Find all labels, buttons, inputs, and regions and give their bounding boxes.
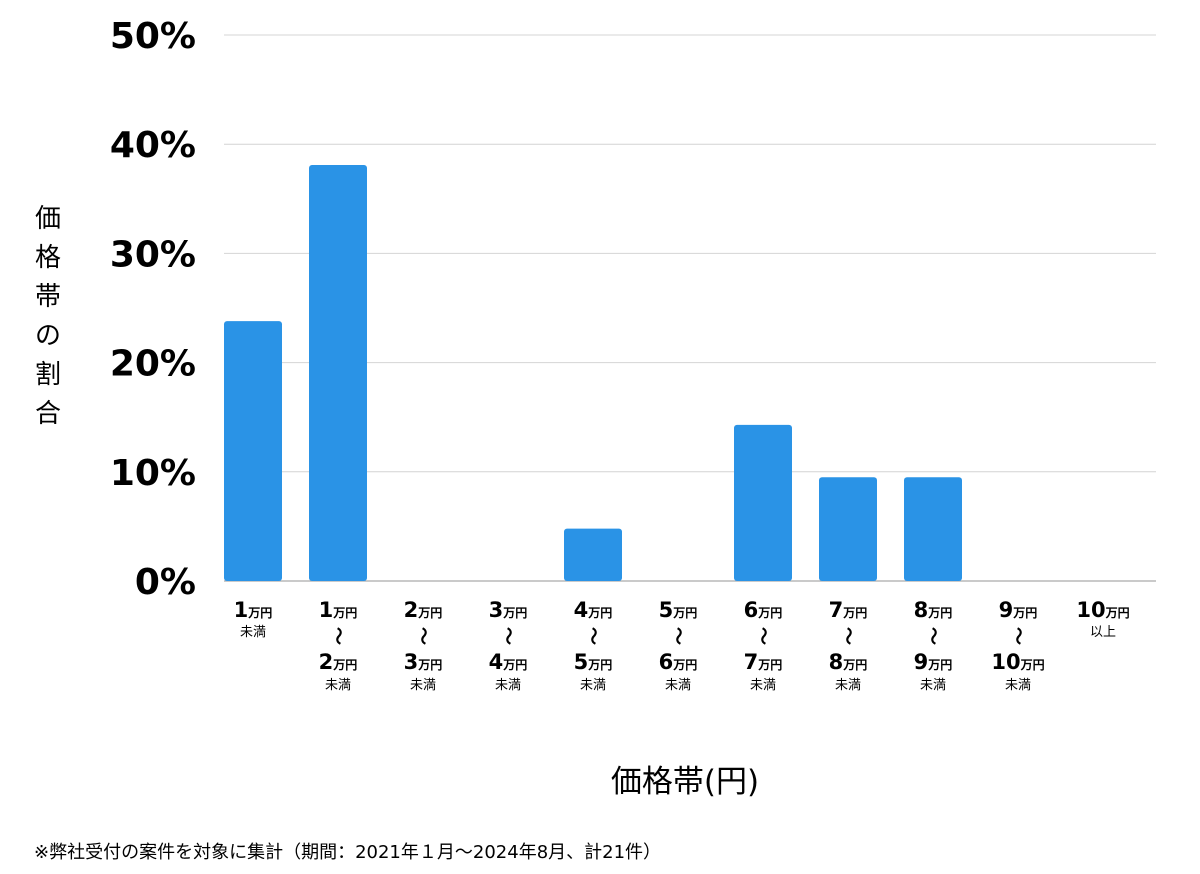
x-tick-label: 7万円: [744, 650, 783, 674]
y-axis-title-char: 合: [34, 399, 61, 429]
x-tick-label: 6万円: [659, 650, 698, 674]
bar: [309, 164, 367, 581]
x-tick-label: 3万円: [404, 650, 443, 674]
x-tick-label: 4万円: [574, 598, 613, 622]
x-tick-label: 9万円: [999, 598, 1038, 622]
x-tick-label: 8万円: [914, 598, 953, 622]
x-tick-label: 2万円: [319, 650, 358, 674]
x-tick-label: 8万円: [829, 650, 868, 674]
x-tick-note: 未満: [325, 678, 351, 693]
x-tick-note: 未満: [835, 678, 861, 693]
y-tick-label: 30%: [110, 234, 196, 275]
x-tick-label: 2万円: [404, 598, 443, 622]
x-tick-label: 7万円: [829, 598, 868, 622]
y-tick-label: 20%: [110, 344, 196, 385]
x-tick-label: 1万円: [319, 598, 358, 622]
y-axis-title-char: 格: [34, 243, 61, 273]
x-tick-note: 未満: [1005, 678, 1031, 693]
bars: [224, 164, 962, 581]
y-tick-labels: 0% 10% 20% 30% 40% 50%: [110, 16, 196, 603]
x-tick-tilde: 〜: [667, 627, 688, 645]
y-axis-title: 価格帯の割合: [28, 200, 68, 434]
x-tick-tilde: 〜: [327, 627, 348, 645]
bar: [904, 477, 962, 581]
bar: [819, 477, 877, 581]
x-tick-note: 未満: [920, 678, 946, 693]
x-tick-label: 10万円: [1076, 598, 1129, 622]
y-axis-title-char: の: [34, 321, 61, 351]
x-tick-note: 未満: [240, 625, 266, 640]
bar: [734, 424, 792, 581]
x-tick-tilde: 〜: [922, 627, 943, 645]
x-tick-tilde: 〜: [1007, 627, 1028, 645]
bar: [564, 528, 622, 581]
bar: [224, 321, 282, 581]
x-tick-tilde: 〜: [837, 627, 858, 645]
x-tick-label: 1万円: [234, 598, 273, 622]
y-axis-title-char: 割: [34, 360, 61, 390]
x-tick-tilde: 〜: [752, 627, 773, 645]
x-category-labels: 1万円未満1万円〜2万円未満2万円〜3万円未満3万円〜4万円未満4万円〜5万円未…: [234, 598, 1130, 693]
x-tick-note: 以上: [1090, 625, 1116, 640]
x-tick-tilde: 〜: [582, 627, 603, 645]
x-tick-note: 未満: [495, 678, 521, 693]
x-tick-label: 10万円: [991, 650, 1044, 674]
x-tick-note: 未満: [750, 678, 776, 693]
y-tick-label: 0%: [135, 562, 196, 603]
x-tick-label: 5万円: [574, 650, 613, 674]
x-tick-label: 3万円: [489, 598, 528, 622]
footnote: ※弊社受付の案件を対象に集計（期間：2021年１月〜2024年8月、計21件）: [34, 842, 662, 863]
x-tick-note: 未満: [665, 678, 691, 693]
y-axis-title-char: 帯: [34, 282, 61, 312]
x-tick-tilde: 〜: [412, 627, 433, 645]
x-axis-title: 価格帯(円): [610, 764, 760, 800]
x-tick-label: 9万円: [914, 650, 953, 674]
x-tick-label: 6万円: [744, 598, 783, 622]
y-tick-label: 10%: [110, 453, 196, 494]
x-tick-label: 5万円: [659, 598, 698, 622]
x-tick-label: 4万円: [489, 650, 528, 674]
gridlines: [224, 34, 1156, 582]
y-tick-label: 50%: [110, 16, 196, 57]
y-tick-label: 40%: [110, 125, 196, 166]
y-axis-title-char: 価: [34, 204, 61, 234]
x-tick-note: 未満: [580, 678, 606, 693]
x-tick-tilde: 〜: [497, 627, 518, 645]
x-tick-note: 未満: [410, 678, 436, 693]
